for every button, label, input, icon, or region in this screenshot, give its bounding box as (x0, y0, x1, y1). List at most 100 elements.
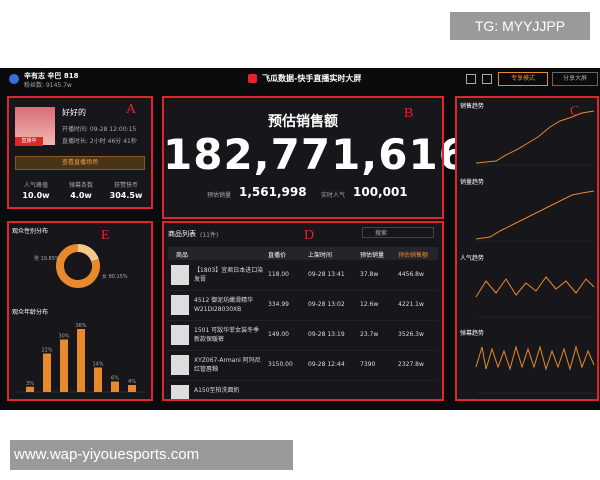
annotation: A (126, 102, 137, 117)
header-title: 飞瓜数据-快手直播实时大屏 (262, 74, 362, 83)
stat-value: 10.0w (22, 191, 50, 200)
product-thumb (171, 265, 189, 285)
product-thumb (171, 385, 189, 400)
stat-label: 弹幕条数 (68, 182, 93, 189)
cell: 12.6w (360, 301, 379, 308)
replay-button[interactable]: 查看直播场场 (15, 156, 145, 170)
products-panel: 商品列表 (11件) 搜索 【1803】宜君日本进口染发膏 118.00 09-28… (163, 222, 443, 400)
bar (111, 381, 119, 392)
stat-value: 4.0w (70, 191, 92, 200)
sales-amount: 182,771,616 (163, 130, 469, 179)
bar-label: 3% (26, 381, 34, 387)
status-badge: 直播中 (15, 137, 43, 146)
fans: 粉丝数: 9145.7w (24, 82, 72, 89)
cell: 7390 (360, 361, 376, 368)
bar-label: 36% (75, 323, 86, 329)
bar-label: 4% (128, 379, 136, 385)
table-row: 4512 御泥坊嫩滑精华W21DI28030XB 334.99 09-28 13:0… (168, 290, 438, 321)
search-box[interactable]: 搜索 (362, 227, 434, 238)
cell: 334.99 (268, 301, 289, 308)
product-name: XYZ067-Armani 阿玛尼红管唇釉 (194, 357, 261, 373)
table-row: 1501 可敌华菲女装冬季新款保暖裤 149.00 09-28 13:19 23.7w… (168, 320, 438, 351)
anchor-name: 辛有志 辛巴 818 (24, 72, 79, 80)
cell: 3150.00 (268, 361, 293, 368)
start-time: 开播时间: 09-28 12:00:15 (62, 126, 137, 133)
watermark: TG: MYYJJPP (450, 12, 590, 40)
trend-lines (475, 110, 595, 394)
column-header: 直播价 (268, 252, 287, 259)
sales-title: 预估销售额 (268, 114, 338, 130)
column-header: 上架时间 (308, 252, 333, 259)
annotation-frame (7, 96, 153, 209)
share-button[interactable]: 分享大屏 (552, 72, 598, 86)
icon[interactable] (482, 74, 492, 84)
bar (77, 329, 85, 392)
bar (60, 339, 68, 392)
duration: 直播时长: 2小时 46分 41秒 (62, 138, 137, 145)
mode-button[interactable]: 专享模式 (498, 72, 548, 86)
bar-label: 6% (111, 376, 119, 382)
cell: 09-28 13:19 (308, 331, 345, 338)
product-name: A150至柏洗面奶 (194, 387, 240, 394)
annotation: C (570, 104, 580, 119)
dashboard: 辛有志 辛巴 818 粉丝数: 9145.7w 飞瓜数据-快手直播实时大屏 专享… (0, 68, 600, 410)
stat-label: 获赞快币 (113, 182, 138, 189)
live-panel: 直播中 好好的 开播时间: 09-28 12:00:15 直播时长: 2小时 4… (8, 97, 152, 208)
trend-title: 销量趋势 (460, 179, 485, 186)
cell: 09-28 12:44 (308, 361, 345, 368)
table-header (168, 247, 438, 260)
annotation-frame (455, 96, 599, 401)
cell: 3526.3w (398, 331, 424, 338)
cell: 4221.1w (398, 301, 424, 308)
chart-title: 观众年龄分布 (12, 309, 49, 316)
annotation-frame (7, 221, 153, 401)
trend-title: 人气趋势 (460, 255, 485, 262)
product-name: 【1803】宜君日本进口染发膏 (194, 267, 264, 283)
cell: 149.00 (268, 331, 289, 338)
cell: 09-28 13:02 (308, 301, 345, 308)
column-header: 商品 (176, 252, 189, 259)
icon[interactable] (466, 74, 476, 84)
trend-title: 弹幕趋势 (460, 330, 485, 337)
live-name: 好好的 (62, 108, 86, 117)
avatar (9, 74, 19, 84)
cell: 23.7w (360, 331, 379, 338)
stat-label: 人气峰值 (23, 182, 48, 189)
audience-panel: 观众性别分布 观众年龄分布 男 19.85% 女 80.15% 3% 22% 30% 36… (8, 222, 152, 400)
table-row: A150至柏洗面奶 (168, 380, 438, 400)
bar-label: 30% (58, 334, 69, 340)
audience-charts: 男 19.85% 女 80.15% 3% 22% 30% 36% 14% 6% 4% (18, 244, 146, 393)
viewers-label: 实时人气 (321, 192, 346, 199)
list-count: (11件) (200, 232, 219, 239)
cell: 09-28 13:41 (308, 271, 345, 278)
list-title: 商品列表 (168, 230, 196, 238)
bar-label: 14% (92, 362, 103, 368)
logo (248, 74, 257, 83)
trend-title: 销售趋势 (460, 103, 485, 110)
cell: 118.00 (268, 271, 289, 278)
sales-panel: 预估销售额 182,771,616 预估销量 1,561,998 实时人气 10… (163, 97, 469, 218)
bar (26, 386, 34, 392)
cell: 4456.8w (398, 271, 424, 278)
trends-panel: 销售趋势 销量趋势 人气趋势 弹幕趋势 (456, 97, 598, 400)
chart-title: 观众性别分布 (12, 228, 49, 235)
product-thumb (171, 295, 189, 315)
pie-slice (77, 244, 99, 262)
annotation-frame (162, 96, 444, 219)
product-thumb (171, 355, 189, 375)
column-header: 预估销售额 (398, 252, 429, 259)
bar-label: 22% (41, 348, 52, 354)
annotation: B (404, 106, 414, 121)
product-name: 1501 可敌华菲女装冬季新款保暖裤 (194, 327, 260, 343)
product-name: 4512 御泥坊嫩滑精华W21DI28030XB (194, 297, 254, 313)
slice-label: 女 80.15% (102, 273, 128, 280)
pie-slice (56, 244, 100, 288)
volume: 1,561,998 (239, 185, 307, 199)
table-row: 【1803】宜君日本进口染发膏 118.00 09-28 13:41 37.8w 445… (168, 260, 438, 291)
bar (94, 367, 102, 392)
table-row: XYZ067-Armani 阿玛尼红管唇釉 3150.00 09-28 12:44 7… (168, 350, 438, 381)
slice-label: 男 19.85% (34, 256, 60, 262)
cell: 2327.8w (398, 361, 424, 368)
cell: 37.8w (360, 271, 379, 278)
